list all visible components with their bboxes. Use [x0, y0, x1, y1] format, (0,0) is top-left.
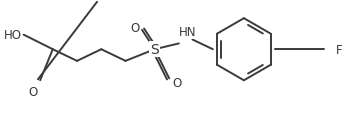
Text: F: F — [336, 43, 343, 56]
Text: O: O — [29, 85, 38, 98]
Text: O: O — [172, 76, 182, 89]
Text: O: O — [131, 22, 140, 35]
Text: S: S — [150, 43, 159, 57]
Text: HN: HN — [179, 26, 196, 39]
Text: HO: HO — [4, 29, 22, 42]
